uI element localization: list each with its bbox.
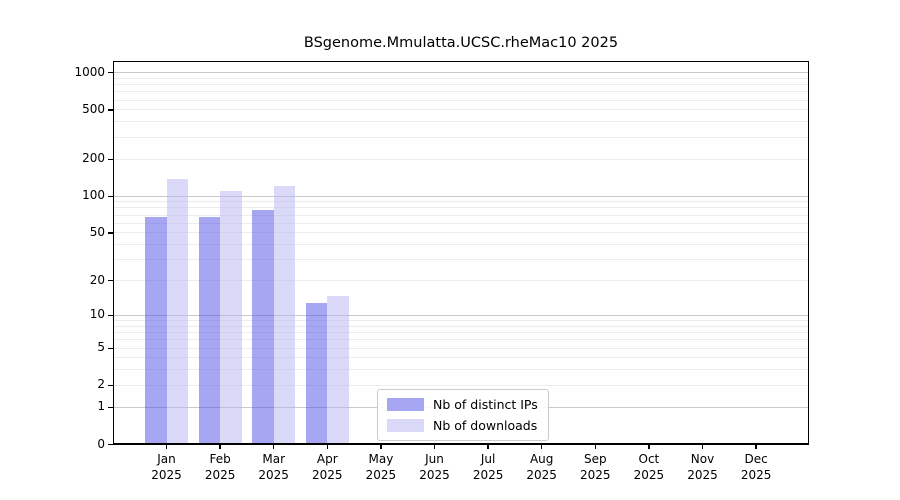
y-tick-5 bbox=[108, 347, 113, 349]
gridline-50 bbox=[113, 232, 809, 234]
legend: Nb of distinct IPs Nb of downloads bbox=[377, 389, 549, 441]
x-tick-label-dec: Dec 2025 bbox=[740, 452, 772, 482]
y-tick-label-10: 10 bbox=[89, 307, 105, 322]
gridline-600 bbox=[113, 99, 809, 101]
y-tick-label-1000: 1000 bbox=[74, 64, 105, 79]
legend-entry-downloads: Nb of downloads bbox=[387, 418, 538, 433]
gridline-90 bbox=[113, 201, 809, 203]
bar-downloads-mar bbox=[273, 185, 296, 445]
gridline-30 bbox=[113, 259, 809, 261]
y-tick-100 bbox=[108, 195, 113, 197]
x-tick-label-jun: Jun 2025 bbox=[419, 452, 450, 482]
y-tick-10 bbox=[108, 314, 113, 317]
gridline-7 bbox=[113, 332, 809, 333]
x-tick-label-may: May 2025 bbox=[365, 452, 397, 482]
gridline-300 bbox=[113, 136, 809, 138]
x-tick-label-mar: Mar 2025 bbox=[258, 452, 289, 482]
gridline-2 bbox=[113, 384, 809, 386]
gridline-9 bbox=[113, 320, 809, 321]
gridline-3 bbox=[113, 369, 809, 371]
legend-label-distinct-ips: Nb of distinct IPs bbox=[433, 397, 538, 412]
gridline-900 bbox=[113, 77, 809, 79]
y-tick-20 bbox=[108, 280, 113, 282]
plot-area: Nb of distinct IPs Nb of downloads bbox=[113, 61, 809, 445]
x-tick-apr bbox=[326, 445, 328, 449]
gridline-1000 bbox=[113, 72, 809, 73]
y-axis-line bbox=[113, 61, 115, 445]
x-tick-label-nov: Nov 2025 bbox=[687, 452, 718, 482]
gridline-60 bbox=[113, 222, 809, 224]
y-tick-label-5: 5 bbox=[97, 340, 105, 354]
x-tick-oct bbox=[648, 445, 650, 449]
bar-downloads-jan bbox=[166, 178, 188, 445]
y-tick-500 bbox=[108, 109, 113, 111]
y-tick-1000 bbox=[108, 72, 113, 74]
x-tick-jun bbox=[433, 445, 436, 449]
y-tick-1 bbox=[108, 406, 113, 409]
bar-downloads-feb bbox=[220, 191, 242, 445]
y-tick-label-100: 100 bbox=[82, 188, 105, 202]
bars bbox=[113, 61, 809, 445]
gridline-40 bbox=[113, 244, 809, 246]
bar-distinct-ips-apr bbox=[305, 302, 328, 445]
gridline-20 bbox=[113, 280, 809, 282]
x-axis-line bbox=[113, 443, 809, 445]
gridline-800 bbox=[113, 84, 809, 85]
gridline-400 bbox=[113, 121, 809, 123]
legend-label-downloads: Nb of downloads bbox=[433, 418, 538, 433]
chart-title: BSgenome.Mmulatta.UCSC.rheMac10 2025 bbox=[303, 35, 619, 51]
x-tick-may bbox=[380, 445, 382, 449]
gridline-4 bbox=[113, 357, 809, 359]
gridline-80 bbox=[113, 207, 809, 209]
legend-entry-distinct-ips: Nb of distinct IPs bbox=[387, 397, 538, 412]
y-tick-label-2: 2 bbox=[97, 377, 105, 392]
x-tick-mar bbox=[273, 445, 275, 449]
x-tick-sep bbox=[594, 445, 596, 449]
bar-distinct-ips-mar bbox=[252, 210, 274, 445]
gridline-200 bbox=[113, 158, 809, 160]
bar-distinct-ips-feb bbox=[198, 217, 221, 445]
bar-distinct-ips-jan bbox=[145, 217, 167, 445]
x-tick-jul bbox=[487, 445, 489, 449]
gridline-10 bbox=[113, 314, 809, 316]
gridline-6 bbox=[113, 339, 809, 341]
plot-border-top bbox=[113, 61, 809, 63]
plot-border-right bbox=[807, 61, 809, 445]
y-tick-label-1: 1 bbox=[97, 399, 105, 414]
x-tick-nov bbox=[701, 445, 704, 449]
y-tick-label-50: 50 bbox=[89, 224, 105, 239]
x-tick-aug bbox=[541, 445, 543, 449]
gridline-100 bbox=[113, 195, 809, 197]
gridline-8 bbox=[113, 325, 809, 327]
y-tick-label-0: 0 bbox=[97, 436, 105, 451]
y-tick-label-200: 200 bbox=[82, 151, 105, 165]
x-tick-label-feb: Feb 2025 bbox=[204, 452, 236, 482]
x-tick-dec bbox=[755, 445, 757, 449]
x-tick-jan bbox=[165, 445, 168, 449]
y-tick-label-20: 20 bbox=[89, 272, 105, 287]
gridline-500 bbox=[113, 109, 809, 111]
gridline-700 bbox=[113, 91, 809, 93]
y-tick-50 bbox=[108, 232, 113, 234]
x-tick-label-jan: Jan 2025 bbox=[151, 452, 182, 482]
y-tick-200 bbox=[108, 158, 113, 160]
bar-downloads-apr bbox=[327, 295, 349, 445]
gridline-5 bbox=[113, 347, 809, 349]
x-tick-label-sep: Sep 2025 bbox=[580, 452, 611, 482]
x-tick-label-jul: Jul 2025 bbox=[472, 452, 504, 482]
gridlines bbox=[113, 61, 809, 445]
x-tick-label-apr: Apr 2025 bbox=[312, 452, 343, 482]
legend-swatch-downloads bbox=[387, 419, 424, 432]
y-tick-2 bbox=[108, 384, 113, 387]
x-tick-label-aug: Aug 2025 bbox=[526, 452, 557, 482]
legend-swatch-distinct-ips bbox=[387, 398, 424, 411]
x-tick-feb bbox=[219, 445, 221, 449]
y-tick-0 bbox=[108, 444, 113, 446]
gridline-70 bbox=[113, 214, 809, 216]
y-tick-label-500: 500 bbox=[82, 101, 105, 116]
x-tick-label-oct: Oct 2025 bbox=[633, 452, 665, 482]
